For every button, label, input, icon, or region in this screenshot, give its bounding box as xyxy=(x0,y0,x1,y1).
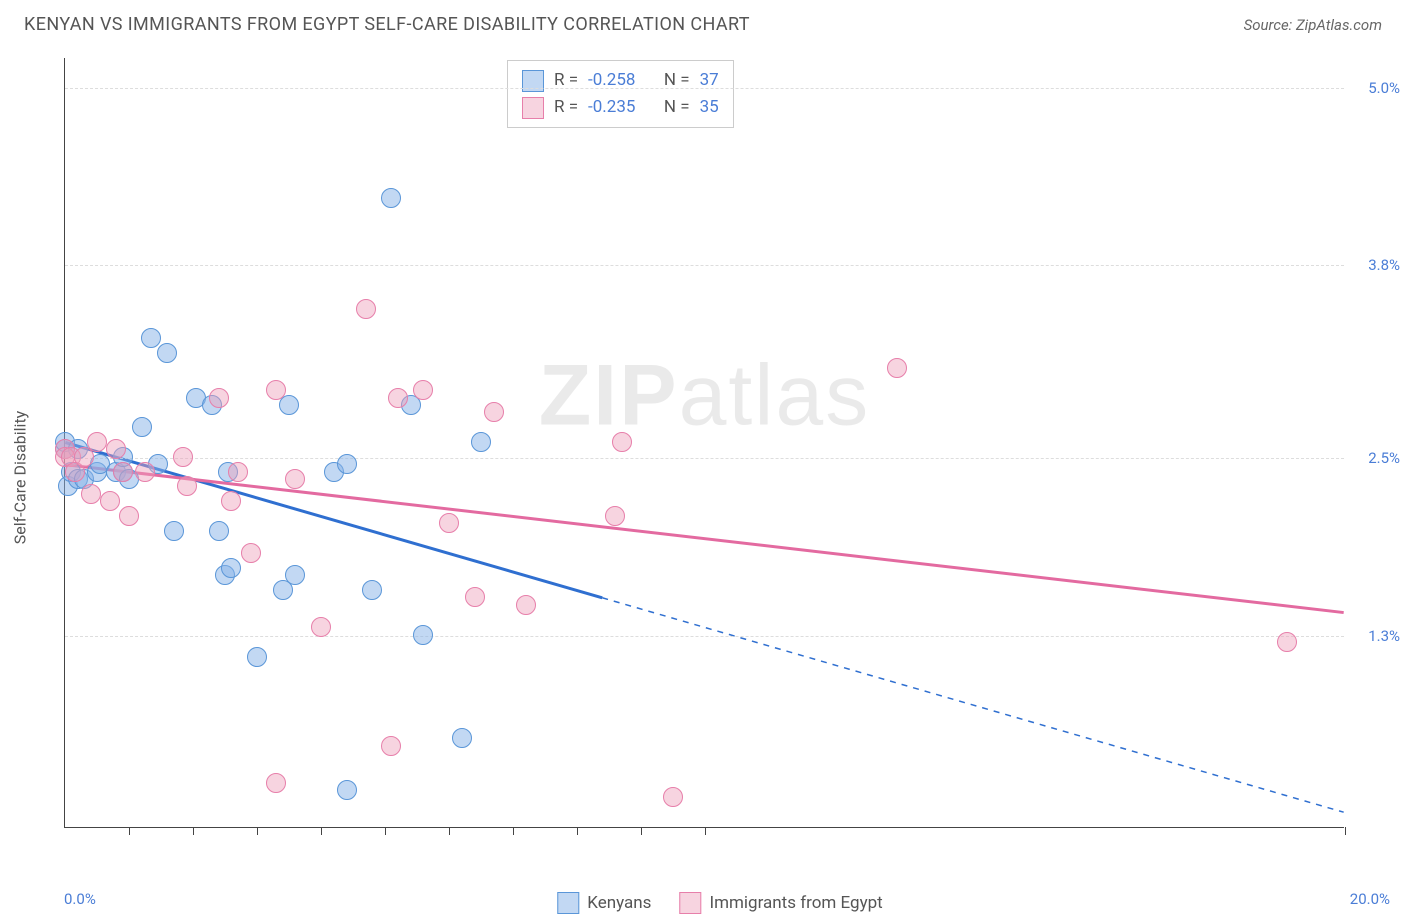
x-tick xyxy=(449,827,450,835)
n-value-kenyans: 37 xyxy=(700,67,719,94)
x-tick xyxy=(577,827,578,835)
data-point xyxy=(247,647,267,667)
data-point xyxy=(452,728,472,748)
x-tick xyxy=(1345,827,1346,835)
chart-source: Source: ZipAtlas.com xyxy=(1244,16,1382,34)
x-tick xyxy=(513,827,514,835)
chart-area: Self-Care Disability ZIPatlas R = -0.258… xyxy=(50,58,1390,878)
n-label: N = xyxy=(664,94,690,121)
watermark-bold: ZIP xyxy=(539,348,679,444)
n-value-egypt: 35 xyxy=(700,94,719,121)
legend-label-kenyans: Kenyans xyxy=(587,893,651,913)
r-value-kenyans: -0.258 xyxy=(588,67,635,94)
data-point xyxy=(465,587,485,607)
y-tick-label: 3.8% xyxy=(1368,256,1400,274)
data-point xyxy=(388,388,408,408)
x-axis-min-label: 0.0% xyxy=(64,890,96,908)
chart-header: KENYAN VS IMMIGRANTS FROM EGYPT SELF-CAR… xyxy=(0,0,1406,43)
x-tick xyxy=(641,827,642,835)
data-point xyxy=(177,476,197,496)
data-point xyxy=(157,343,177,363)
data-point xyxy=(221,491,241,511)
x-tick xyxy=(321,827,322,835)
data-point xyxy=(209,521,229,541)
data-point xyxy=(484,402,504,422)
data-point xyxy=(87,432,107,452)
data-point xyxy=(81,484,101,504)
chart-title: KENYAN VS IMMIGRANTS FROM EGYPT SELF-CAR… xyxy=(24,14,750,35)
data-point xyxy=(612,432,632,452)
data-point xyxy=(164,521,184,541)
data-point xyxy=(285,565,305,585)
x-tick xyxy=(129,827,130,835)
watermark: ZIPatlas xyxy=(539,347,870,446)
data-point xyxy=(413,625,433,645)
x-tick xyxy=(257,827,258,835)
x-tick xyxy=(705,827,706,835)
data-point xyxy=(356,299,376,319)
data-point xyxy=(141,328,161,348)
y-tick-label: 2.5% xyxy=(1368,449,1400,467)
plot-region: ZIPatlas R = -0.258 N = 37 R = -0.235 N … xyxy=(64,58,1344,828)
legend-label-egypt: Immigrants from Egypt xyxy=(709,893,882,913)
legend-item-kenyans: Kenyans xyxy=(557,892,651,914)
watermark-light: atlas xyxy=(679,348,871,444)
data-point xyxy=(241,543,261,563)
data-point xyxy=(228,462,248,482)
data-point xyxy=(285,469,305,489)
data-point xyxy=(119,506,139,526)
data-point xyxy=(311,617,331,637)
data-point xyxy=(663,787,683,807)
data-point xyxy=(413,380,433,400)
data-point xyxy=(362,580,382,600)
data-point xyxy=(135,462,155,482)
n-label: N = xyxy=(664,67,690,94)
gridline xyxy=(65,636,1344,637)
y-axis-label: Self-Care Disability xyxy=(11,411,30,545)
r-label: R = xyxy=(554,67,578,94)
stats-row-kenyans: R = -0.258 N = 37 xyxy=(522,67,719,94)
data-point xyxy=(381,736,401,756)
data-point xyxy=(516,595,536,615)
trendlines-svg xyxy=(65,58,1344,827)
data-point xyxy=(209,388,229,408)
legend-item-egypt: Immigrants from Egypt xyxy=(679,892,882,914)
gridline xyxy=(65,88,1344,89)
data-point xyxy=(887,358,907,378)
x-tick xyxy=(193,827,194,835)
r-value-egypt: -0.235 xyxy=(588,94,635,121)
data-point xyxy=(221,558,241,578)
gridline xyxy=(65,458,1344,459)
data-point xyxy=(605,506,625,526)
correlation-stats-box: R = -0.258 N = 37 R = -0.235 N = 35 xyxy=(507,60,734,128)
data-point xyxy=(337,454,357,474)
data-point xyxy=(106,439,126,459)
data-point xyxy=(266,773,286,793)
legend-swatch-egypt-icon xyxy=(679,892,701,914)
data-point xyxy=(132,417,152,437)
data-point xyxy=(173,447,193,467)
data-point xyxy=(337,780,357,800)
r-label: R = xyxy=(554,94,578,121)
data-point xyxy=(439,513,459,533)
data-point xyxy=(381,188,401,208)
data-point xyxy=(266,380,286,400)
x-tick xyxy=(385,827,386,835)
stats-row-egypt: R = -0.235 N = 35 xyxy=(522,94,719,121)
x-axis-max-label: 20.0% xyxy=(1350,890,1390,908)
bottom-legend: Kenyans Immigrants from Egypt xyxy=(557,892,882,914)
swatch-egypt-icon xyxy=(522,97,544,119)
data-point xyxy=(471,432,491,452)
data-point xyxy=(113,462,133,482)
legend-swatch-kenyans-icon xyxy=(557,892,579,914)
y-tick-label: 5.0% xyxy=(1368,79,1400,97)
y-tick-label: 1.3% xyxy=(1368,627,1400,645)
data-point xyxy=(100,491,120,511)
gridline xyxy=(65,265,1344,266)
data-point xyxy=(1277,632,1297,652)
